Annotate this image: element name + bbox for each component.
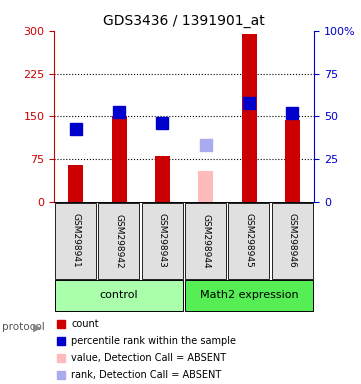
FancyBboxPatch shape (271, 203, 313, 279)
Text: value, Detection Call = ABSENT: value, Detection Call = ABSENT (71, 353, 226, 363)
FancyBboxPatch shape (185, 280, 313, 311)
FancyBboxPatch shape (228, 203, 269, 279)
Bar (198, 171, 213, 202)
FancyBboxPatch shape (55, 280, 183, 311)
FancyBboxPatch shape (98, 203, 139, 279)
FancyBboxPatch shape (185, 203, 226, 279)
Text: GSM298943: GSM298943 (158, 214, 167, 268)
FancyBboxPatch shape (55, 203, 96, 279)
Text: percentile rank within the sample: percentile rank within the sample (71, 336, 236, 346)
Text: control: control (100, 290, 138, 300)
Bar (242, 33, 257, 202)
Text: ▶: ▶ (32, 322, 41, 332)
Text: protocol: protocol (2, 322, 44, 332)
Text: GSM298945: GSM298945 (245, 214, 253, 268)
Bar (68, 165, 83, 202)
Bar (155, 157, 170, 202)
Text: GSM298942: GSM298942 (115, 214, 123, 268)
Text: count: count (71, 319, 99, 329)
Text: Math2 expression: Math2 expression (200, 290, 299, 300)
Bar (285, 121, 300, 202)
Title: GDS3436 / 1391901_at: GDS3436 / 1391901_at (103, 14, 265, 28)
Text: rank, Detection Call = ABSENT: rank, Detection Call = ABSENT (71, 370, 221, 381)
FancyBboxPatch shape (142, 203, 183, 279)
Bar (112, 116, 127, 202)
Text: GSM298946: GSM298946 (288, 214, 297, 268)
Text: GSM298941: GSM298941 (71, 214, 80, 268)
Text: GSM298944: GSM298944 (201, 214, 210, 268)
